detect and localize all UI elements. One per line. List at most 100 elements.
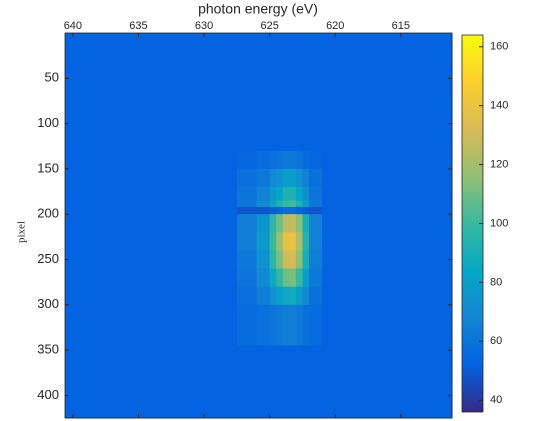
- heatmap-cell: [302, 33, 310, 152]
- heatmap-cell: [302, 345, 310, 419]
- heatmap-cell: [289, 168, 297, 188]
- heatmap-cell: [322, 187, 453, 202]
- heatmap-cell: [269, 268, 277, 288]
- heatmap-cell: [295, 268, 303, 288]
- heatmap-cell: [302, 250, 310, 270]
- heatmap-cell: [295, 206, 303, 215]
- heatmap-cell: [276, 150, 284, 170]
- heatmap-cell: [282, 286, 290, 306]
- heatmap-cell: [269, 150, 277, 170]
- heatmap-cell: [309, 150, 323, 170]
- heatmap-cell: [282, 345, 290, 419]
- heatmap-cell: [236, 268, 258, 288]
- heatmap-cell: [256, 250, 271, 270]
- heatmap-cell: [276, 187, 284, 202]
- x-tick-label: 640: [64, 20, 82, 32]
- heatmap-cell: [256, 268, 271, 288]
- heatmap-cell: [289, 232, 297, 251]
- heatmap-cell: [256, 214, 271, 233]
- heatmap-cell: [302, 214, 310, 233]
- heatmap-cell: [282, 268, 290, 288]
- heatmap-cell: [236, 187, 258, 202]
- heatmap-cell: [256, 286, 271, 306]
- heatmap-cell: [276, 286, 284, 306]
- heatmap-cell: [65, 268, 238, 288]
- heatmap-cell: [322, 345, 453, 419]
- heatmap-cell: [269, 206, 277, 215]
- heatmap-cell: [302, 200, 310, 208]
- heatmap-cell: [282, 168, 290, 188]
- heatmap-cell: [236, 206, 258, 215]
- heatmap-cell: [289, 345, 297, 419]
- heatmap-cell: [282, 304, 290, 347]
- heatmap-cell: [65, 200, 238, 208]
- y-tick-label: 200: [37, 206, 59, 221]
- heatmap-cell: [269, 214, 277, 233]
- colorbar-tick-label: 80: [490, 276, 502, 288]
- heatmap-cell: [269, 250, 277, 270]
- heatmap-cell: [65, 304, 238, 347]
- heatmap-cell: [256, 345, 271, 419]
- heatmap-cell: [236, 250, 258, 270]
- heatmap-cell: [282, 250, 290, 270]
- heatmap-cell: [295, 345, 303, 419]
- heatmap-cell: [236, 33, 258, 152]
- heatmap-cell: [309, 304, 323, 347]
- heatmap-cell: [269, 345, 277, 419]
- colorbar-tick-label: 100: [490, 217, 508, 229]
- heatmap-cell: [282, 33, 290, 152]
- heatmap-cell: [322, 268, 453, 288]
- y-tick-label: 350: [37, 341, 59, 356]
- x-tick-label: 620: [326, 20, 344, 32]
- heatmap-cell: [289, 304, 297, 347]
- heatmap-cell: [269, 286, 277, 306]
- heatmap-cell: [256, 150, 271, 170]
- y-tick-label: 50: [45, 70, 59, 85]
- heatmap-cell: [302, 206, 310, 215]
- heatmap-cell: [65, 206, 238, 215]
- heatmap-cell: [295, 33, 303, 152]
- heatmap-cell: [276, 214, 284, 233]
- heatmap-cell: [295, 232, 303, 251]
- heatmap-cell: [289, 286, 297, 306]
- heatmap-cell: [276, 232, 284, 251]
- heatmap-cell: [269, 304, 277, 347]
- heatmap-cell: [322, 206, 453, 215]
- heatmap-cell: [322, 200, 453, 208]
- heatmap-cell: [65, 286, 238, 306]
- heatmap-cell: [236, 200, 258, 208]
- heatmap-cell: [309, 250, 323, 270]
- heatmap-cell: [302, 150, 310, 170]
- heatmap-cell: [295, 200, 303, 208]
- heatmap-cell: [236, 232, 258, 251]
- heatmap-cell: [289, 200, 297, 208]
- heatmap-cell: [236, 214, 258, 233]
- heatmap-cell: [65, 345, 238, 419]
- heatmap-cell: [295, 286, 303, 306]
- heatmap-cell: [309, 232, 323, 251]
- heatmap-cell: [322, 168, 453, 188]
- heatmap-cell: [276, 200, 284, 208]
- colorbar-tick-label: 160: [490, 41, 508, 53]
- heatmap-cell: [295, 214, 303, 233]
- heatmap-cell: [269, 33, 277, 152]
- heatmap-cell: [276, 33, 284, 152]
- heatmap-cell: [269, 232, 277, 251]
- colorbar-tick-label: 140: [490, 100, 508, 112]
- heatmap-cell: [295, 168, 303, 188]
- heatmap-cell: [269, 187, 277, 202]
- x-tick-label: 635: [129, 20, 147, 32]
- heatmap-cell: [309, 187, 323, 202]
- heatmap-cell: [302, 168, 310, 188]
- heatmap-cell: [289, 214, 297, 233]
- heatmap-cell: [302, 187, 310, 202]
- heatmap-cell: [256, 232, 271, 251]
- heatmap-cell: [236, 345, 258, 419]
- heatmap-cell: [256, 187, 271, 202]
- heatmap-cell: [309, 345, 323, 419]
- y-tick-label: 100: [37, 115, 59, 130]
- heatmap-cell: [282, 200, 290, 208]
- heatmap-cell: [289, 250, 297, 270]
